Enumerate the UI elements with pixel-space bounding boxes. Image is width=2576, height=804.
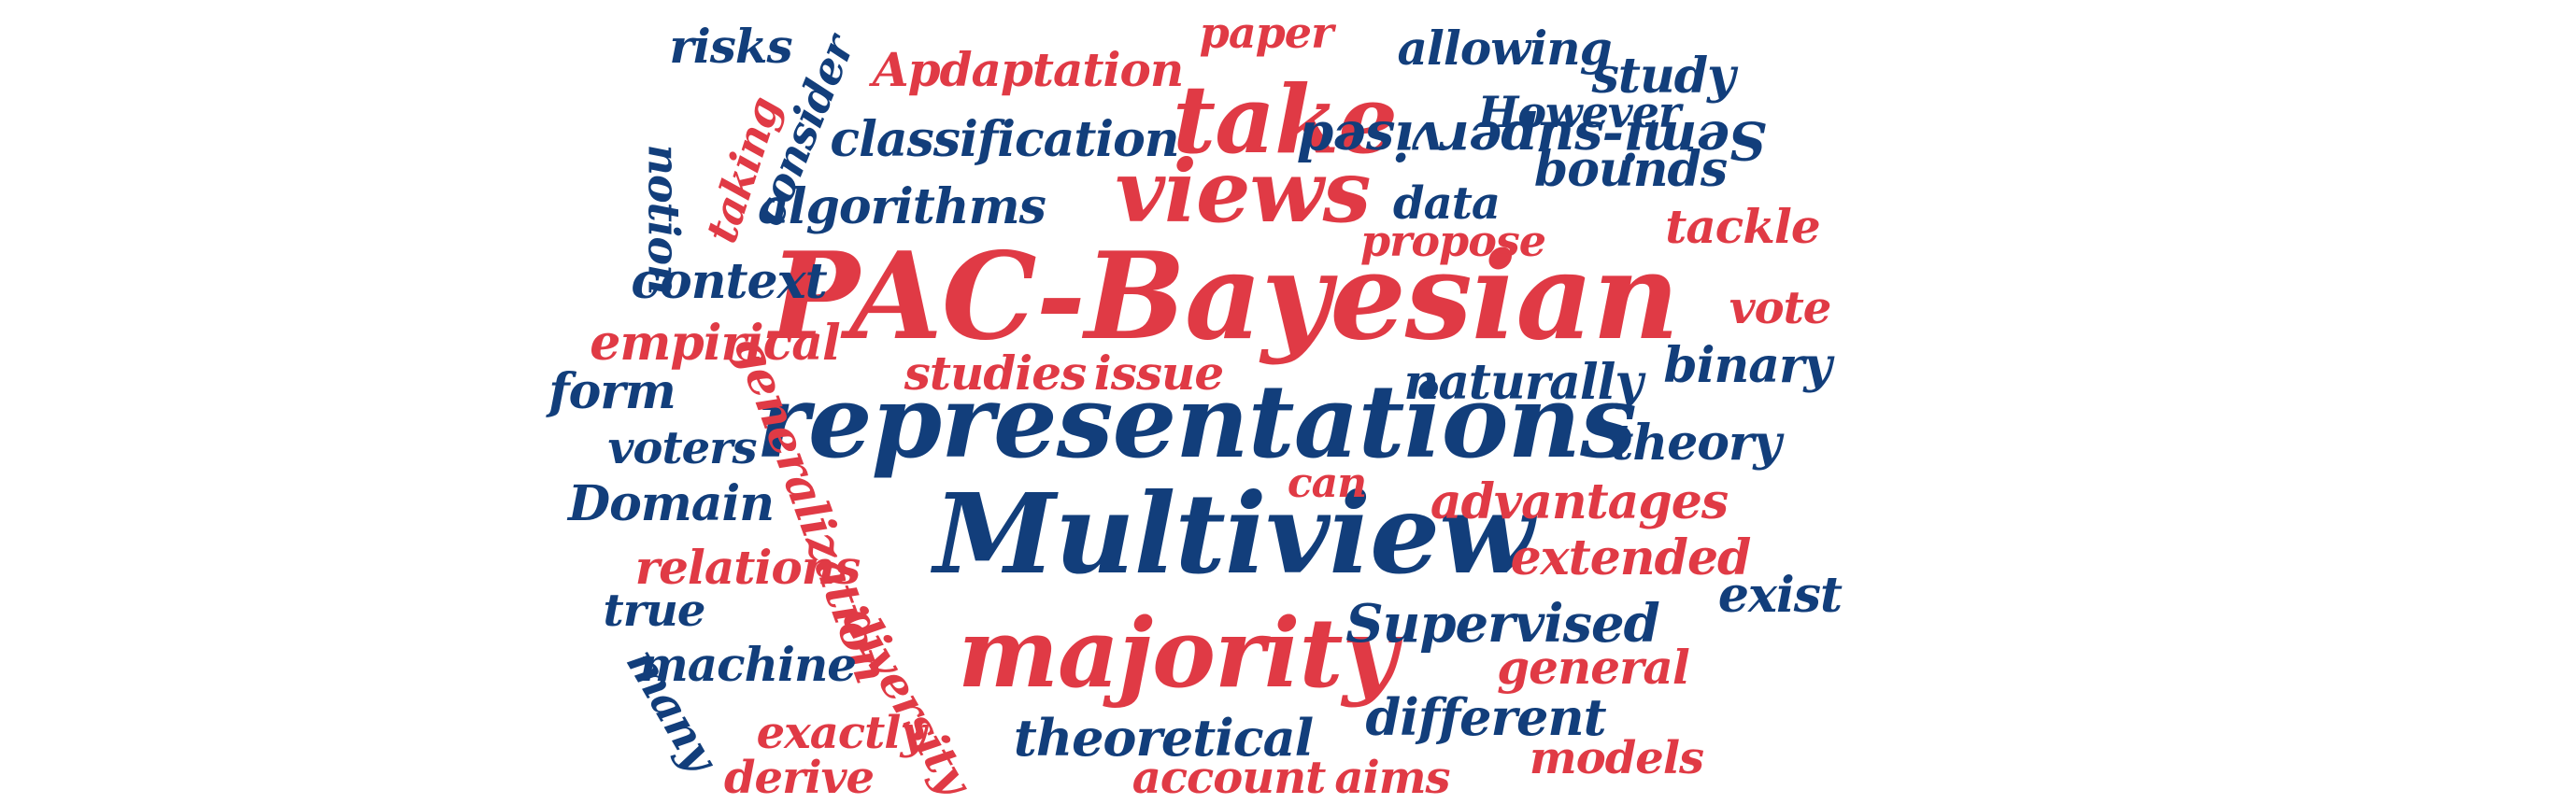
word-bounds: bounds — [1533, 141, 1728, 198]
word-algorithms: algorithms — [758, 178, 1046, 235]
word-exist: exist — [1717, 567, 1843, 624]
word-classification: classification — [830, 111, 1179, 168]
word-aims: aims — [1334, 752, 1450, 804]
word-theory: theory — [1611, 415, 1781, 472]
word-supervised: Supervised — [1345, 593, 1660, 655]
word-vote: vote — [1729, 282, 1832, 334]
word-take: take — [1173, 64, 1398, 175]
word-can: can — [1287, 459, 1367, 507]
word-allowing: allowing — [1397, 21, 1612, 76]
word-study: study — [1591, 48, 1736, 105]
word-account: account — [1131, 752, 1327, 804]
word-studies: studies — [904, 346, 1088, 401]
word-issue: issue — [1093, 346, 1224, 401]
word-theoretical: theoretical — [1013, 708, 1314, 768]
word-empirical: empirical — [590, 315, 840, 372]
word-advantages: advantages — [1430, 473, 1729, 530]
word-data: data — [1393, 177, 1501, 230]
word-form: form — [548, 363, 676, 420]
word-apdaptation: Apdaptation — [872, 42, 1184, 97]
word-voters: voters — [607, 422, 758, 474]
word-however: However — [1477, 87, 1681, 137]
word-representations: representations — [756, 363, 1637, 481]
word-models: models — [1529, 732, 1704, 784]
word-context: context — [631, 253, 827, 310]
word-true: true — [603, 585, 706, 637]
word-general: general — [1497, 640, 1690, 695]
word-exactly: exactly — [756, 707, 927, 759]
word-views: views — [1115, 141, 1372, 242]
word-machine: machine — [638, 637, 857, 692]
word-different: different — [1365, 687, 1606, 747]
word-tackle: tackle — [1665, 199, 1820, 254]
word-binary: binary — [1663, 337, 1831, 394]
word-paper: paper — [1199, 7, 1334, 58]
word-risks: risks — [669, 19, 792, 74]
word-pac-bayesian: PAC-Bayesian — [769, 227, 1680, 367]
word-naturally: naturally — [1403, 354, 1643, 411]
word-majority: majority — [958, 598, 1398, 710]
word-multiview: Multiview — [933, 469, 1534, 599]
word-propose: propose — [1359, 216, 1546, 266]
word-extended: extended — [1510, 529, 1752, 586]
word-domain: Domain — [567, 475, 775, 532]
word-relations: relations — [634, 540, 861, 595]
word-derive: derive — [723, 752, 875, 804]
